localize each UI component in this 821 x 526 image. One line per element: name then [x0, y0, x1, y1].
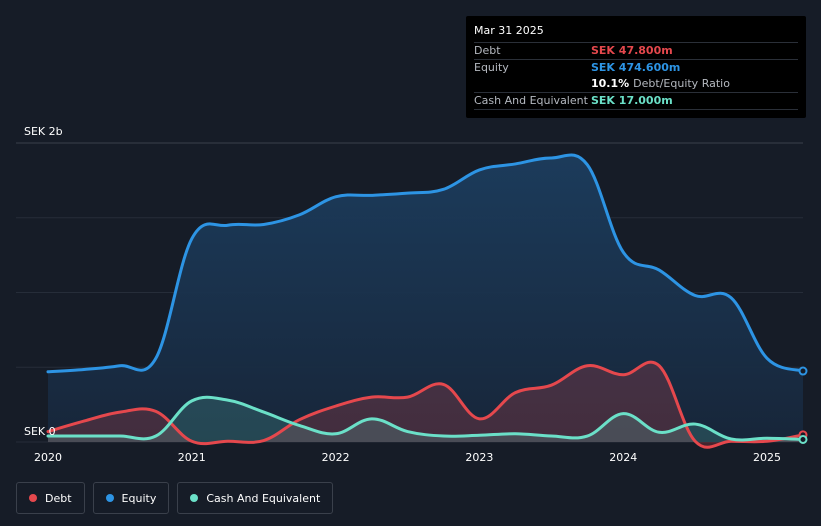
tooltip-panel: Mar 31 2025 Debt SEK 47.800m Equity SEK …	[466, 16, 806, 118]
tooltip-debt-value: SEK 47.800m	[591, 44, 673, 57]
tooltip-ratio-label: Debt/Equity Ratio	[633, 77, 730, 90]
legend-item-cash[interactable]: Cash And Equivalent	[177, 482, 334, 514]
x-axis-ticks: 2020 2021 2022 2023 2024 2025	[34, 451, 781, 464]
tooltip-debt-label: Debt	[474, 44, 501, 57]
legend: Debt Equity Cash And Equivalent	[16, 482, 334, 514]
series-lines	[46, 153, 805, 449]
tooltip-row-debt: Debt SEK 47.800m	[474, 42, 798, 59]
cash-and-equivalent-line	[46, 395, 805, 442]
legend-item-equity[interactable]: Equity	[92, 482, 170, 514]
debt-dot-icon	[29, 494, 37, 502]
tooltip-row-equity: Equity SEK 474.600m	[474, 59, 798, 76]
debt-line	[46, 360, 805, 449]
x-tick-label-2020: 2020	[34, 451, 62, 464]
cash-and-equivalent-end-marker	[798, 434, 808, 444]
legend-item-debt[interactable]: Debt	[16, 482, 85, 514]
cash-and-equivalent-area	[48, 397, 803, 442]
legend-debt-label: Debt	[45, 491, 72, 505]
equity-dot-icon	[105, 494, 114, 502]
tooltip-row-ratio: 10.1% Debt/Equity Ratio	[474, 76, 798, 92]
tooltip-cash-value: SEK 17.000m	[591, 94, 673, 107]
tooltip-row-cash: Cash And Equivalent SEK 17.000m	[474, 92, 798, 109]
x-tick-label-2024: 2024	[609, 451, 637, 464]
equity-end-marker	[798, 366, 808, 376]
tooltip-equity-label: Equity	[474, 61, 509, 74]
equity-area	[48, 154, 803, 442]
tooltip-cash-label: Cash And Equivalent	[474, 94, 588, 107]
equity-line	[46, 153, 805, 374]
debt-area	[48, 362, 803, 448]
x-tick-label-2025: 2025	[753, 451, 781, 464]
legend-equity-label: Equity	[121, 491, 157, 505]
legend-cash-label: Cash And Equivalent	[206, 491, 321, 505]
series-areas	[48, 154, 803, 448]
end-markers	[798, 366, 808, 444]
cash-dot-icon	[190, 494, 199, 502]
x-tick-label-2021: 2021	[178, 451, 206, 464]
x-tick-label-2022: 2022	[322, 451, 350, 464]
tooltip-date: Mar 31 2025	[474, 24, 544, 37]
y-axis-top-label: SEK 2b	[24, 125, 63, 138]
tooltip-equity-value: SEK 474.600m	[591, 61, 681, 74]
x-tick-label-2023: 2023	[465, 451, 493, 464]
y-axis-bottom-label: SEK 0	[24, 425, 56, 438]
tooltip-ratio-value: 10.1%	[591, 77, 630, 90]
